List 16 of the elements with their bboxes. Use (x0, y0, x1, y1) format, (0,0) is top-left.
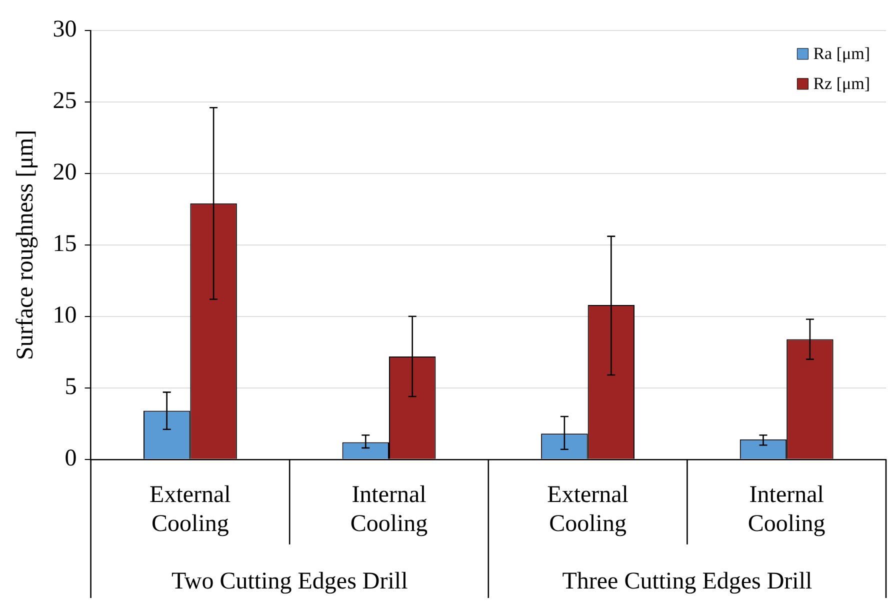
y-axis-title: Surface roughness [μm] (12, 130, 39, 360)
y-tick-label: 25 (52, 88, 77, 114)
x-tick-label: Internal Cooling (350, 482, 428, 537)
x-tick-label: External Cooling (150, 482, 232, 537)
text: Three Cutting Edges Drill (562, 568, 813, 594)
y-tick-label: 10 (52, 302, 77, 329)
y-tick-label: 20 (52, 160, 77, 186)
y-tick-label: 15 (52, 231, 77, 258)
y-tick-label: 30 (52, 16, 77, 43)
y-tick-label: 5 (64, 374, 77, 400)
text: Two Cutting Edges Drill (171, 568, 408, 594)
y-tick-label: 0 (64, 446, 77, 472)
x-tick-label: External Cooling (547, 482, 629, 537)
x-tick-label: Internal Cooling (748, 482, 826, 537)
legend-label: Ra [μm] (813, 44, 870, 63)
legend-label: Rz [μm] (813, 74, 870, 93)
